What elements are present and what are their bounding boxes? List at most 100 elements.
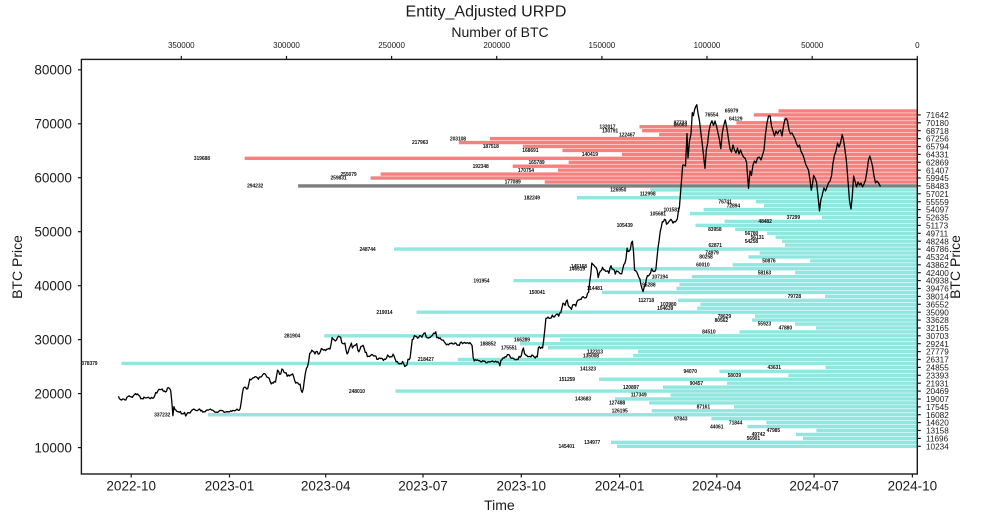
svg-text:80562: 80562 — [715, 318, 729, 324]
svg-text:2023-07: 2023-07 — [398, 479, 448, 494]
svg-text:65979: 65979 — [725, 109, 739, 115]
svg-text:83958: 83958 — [708, 227, 722, 233]
svg-text:64129: 64129 — [729, 117, 743, 123]
svg-text:37299: 37299 — [787, 215, 801, 221]
svg-text:140419: 140419 — [582, 152, 598, 158]
svg-text:61407: 61407 — [926, 166, 949, 175]
svg-text:350000: 350000 — [168, 41, 195, 50]
svg-text:60010: 60010 — [696, 263, 710, 269]
svg-text:19007: 19007 — [926, 395, 949, 404]
svg-text:166289: 166289 — [514, 337, 530, 343]
svg-text:300000: 300000 — [273, 41, 300, 50]
svg-text:58163: 58163 — [758, 270, 772, 276]
svg-text:78629: 78629 — [718, 314, 732, 320]
svg-text:107194: 107194 — [652, 274, 668, 280]
svg-text:248744: 248744 — [360, 247, 376, 253]
svg-text:52635: 52635 — [926, 214, 949, 223]
svg-text:2024-04: 2024-04 — [692, 479, 742, 494]
svg-text:200000: 200000 — [483, 41, 510, 50]
svg-text:319688: 319688 — [194, 156, 210, 162]
svg-text:40938: 40938 — [926, 277, 949, 286]
svg-text:117349: 117349 — [631, 393, 647, 399]
svg-text:17545: 17545 — [926, 403, 949, 412]
svg-text:145168: 145168 — [571, 264, 587, 270]
svg-text:56901: 56901 — [747, 436, 761, 442]
svg-text:143683: 143683 — [575, 397, 591, 403]
svg-text:Entity_Adjusted URPD: Entity_Adjusted URPD — [406, 4, 567, 21]
svg-text:146519: 146519 — [569, 266, 585, 272]
svg-text:20469: 20469 — [926, 387, 949, 396]
svg-text:294232: 294232 — [247, 184, 263, 190]
svg-text:2023-10: 2023-10 — [497, 479, 547, 494]
svg-text:65794: 65794 — [926, 143, 949, 152]
svg-text:2023-01: 2023-01 — [205, 479, 255, 494]
svg-text:29241: 29241 — [926, 340, 949, 349]
svg-text:94070: 94070 — [683, 369, 697, 375]
svg-text:337232: 337232 — [154, 412, 170, 418]
svg-text:46786: 46786 — [926, 245, 949, 254]
svg-text:281904: 281904 — [284, 334, 300, 340]
svg-text:100000: 100000 — [694, 41, 721, 50]
svg-text:248010: 248010 — [349, 389, 365, 395]
svg-text:57021: 57021 — [926, 190, 949, 199]
svg-text:182249: 182249 — [524, 195, 540, 201]
svg-text:97843: 97843 — [674, 416, 688, 422]
svg-text:80258: 80258 — [699, 255, 713, 261]
svg-text:55559: 55559 — [926, 198, 949, 207]
svg-text:26317: 26317 — [926, 356, 949, 365]
svg-text:68718: 68718 — [926, 127, 949, 136]
svg-text:130791: 130791 — [602, 128, 618, 134]
svg-text:56780: 56780 — [745, 231, 759, 237]
svg-text:101581: 101581 — [664, 207, 680, 213]
svg-text:54097: 54097 — [926, 206, 949, 215]
svg-text:48248: 48248 — [926, 237, 949, 246]
svg-text:30703: 30703 — [926, 332, 949, 341]
svg-text:86003: 86003 — [674, 123, 688, 129]
svg-text:150000: 150000 — [589, 41, 616, 50]
svg-text:49742: 49742 — [752, 432, 766, 438]
svg-text:104639: 104639 — [657, 306, 673, 312]
svg-text:36552: 36552 — [926, 300, 949, 309]
svg-text:23393: 23393 — [926, 371, 949, 380]
svg-text:114481: 114481 — [587, 286, 603, 292]
svg-text:67256: 67256 — [926, 135, 949, 144]
svg-text:84510: 84510 — [702, 330, 716, 336]
svg-text:126195: 126195 — [612, 409, 628, 415]
svg-text:105439: 105439 — [617, 223, 633, 229]
svg-text:217963: 217963 — [412, 140, 428, 146]
svg-text:103980: 103980 — [660, 302, 676, 308]
svg-text:59945: 59945 — [926, 174, 949, 183]
svg-text:122467: 122467 — [619, 132, 635, 138]
svg-text:58039: 58039 — [728, 373, 742, 379]
svg-text:Time: Time — [484, 497, 515, 513]
svg-text:192348: 192348 — [473, 164, 489, 170]
svg-text:14620: 14620 — [926, 419, 949, 428]
svg-text:49711: 49711 — [926, 229, 949, 238]
svg-text:177089: 177089 — [505, 180, 521, 186]
svg-text:BTC Price: BTC Price — [947, 235, 963, 299]
svg-text:11696: 11696 — [926, 435, 949, 444]
svg-text:13158: 13158 — [926, 427, 949, 436]
svg-text:105681: 105681 — [650, 211, 666, 217]
svg-text:2022-10: 2022-10 — [106, 479, 156, 494]
svg-text:60000: 60000 — [34, 170, 72, 185]
svg-text:43862: 43862 — [926, 261, 949, 270]
svg-text:80000: 80000 — [34, 63, 72, 78]
svg-text:2024-07: 2024-07 — [789, 479, 839, 494]
svg-text:43631: 43631 — [767, 365, 781, 371]
svg-text:50000: 50000 — [34, 224, 72, 239]
svg-text:50000: 50000 — [801, 41, 824, 50]
svg-text:175551: 175551 — [501, 345, 517, 351]
svg-text:2024-01: 2024-01 — [595, 479, 645, 494]
svg-text:48482: 48482 — [758, 219, 772, 225]
svg-text:62871: 62871 — [708, 243, 722, 249]
svg-text:40000: 40000 — [34, 278, 72, 293]
svg-text:259831: 259831 — [331, 176, 347, 182]
svg-text:32165: 32165 — [926, 324, 949, 333]
svg-text:191954: 191954 — [473, 278, 489, 284]
svg-text:58483: 58483 — [926, 182, 949, 191]
svg-text:188852: 188852 — [480, 341, 496, 347]
svg-text:168691: 168691 — [522, 148, 538, 154]
svg-text:24855: 24855 — [926, 364, 949, 373]
svg-text:112718: 112718 — [638, 298, 654, 304]
